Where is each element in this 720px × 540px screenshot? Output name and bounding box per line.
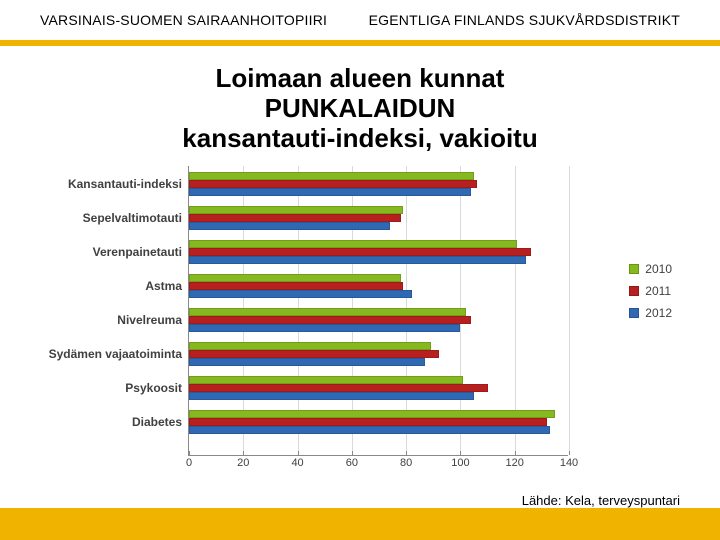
legend-swatch <box>629 308 639 318</box>
header-right-org: EGENTLIGA FINLANDS SJUKVÅRDSDISTRIKT <box>369 12 680 28</box>
x-tick-label: 20 <box>237 457 249 469</box>
bar <box>189 426 550 434</box>
y-category-label: Sepelvaltimotauti <box>83 211 182 225</box>
bar <box>189 418 547 426</box>
bar <box>189 206 403 214</box>
legend-label: 2011 <box>645 284 671 298</box>
bar <box>189 350 439 358</box>
x-tick-label: 140 <box>560 457 578 469</box>
bar <box>189 342 431 350</box>
chart-xticks: 020406080100120140 <box>189 455 568 475</box>
header-left-org: VARSINAIS-SUOMEN SAIRAANHOITOPIIRI <box>40 12 327 28</box>
legend-label: 2012 <box>645 306 672 320</box>
bar <box>189 392 474 400</box>
title-line-3: kansantauti-indeksi, vakioitu <box>0 124 720 154</box>
legend-label: 2010 <box>645 262 672 276</box>
bar <box>189 324 460 332</box>
x-tick-label: 80 <box>400 457 412 469</box>
x-tick-label: 120 <box>506 457 524 469</box>
bar <box>189 410 555 418</box>
gridline <box>569 166 570 455</box>
bar <box>189 256 526 264</box>
legend-swatch <box>629 264 639 274</box>
title-line-2: PUNKALAIDUN <box>0 94 720 124</box>
title-block: Loimaan alueen kunnat PUNKALAIDUN kansan… <box>0 64 720 154</box>
y-category-label: Sydämen vajaatoiminta <box>49 347 182 361</box>
header-bar: VARSINAIS-SUOMEN SAIRAANHOITOPIIRI EGENT… <box>0 0 720 46</box>
bar <box>189 308 466 316</box>
chart-plot: 020406080100120140 201020112012 <box>188 166 568 456</box>
bottom-band <box>0 508 720 540</box>
bar <box>189 384 488 392</box>
legend-item: 2010 <box>629 262 672 276</box>
bar <box>189 188 471 196</box>
bar <box>189 180 477 188</box>
bar <box>189 248 531 256</box>
bar <box>189 376 463 384</box>
slide-page: VARSINAIS-SUOMEN SAIRAANHOITOPIIRI EGENT… <box>0 0 720 540</box>
legend-item: 2011 <box>629 284 672 298</box>
x-tick-label: 0 <box>186 457 192 469</box>
bar <box>189 282 403 290</box>
bar <box>189 214 401 222</box>
y-category-label: Verenpainetauti <box>93 245 182 259</box>
x-tick-label: 100 <box>451 457 469 469</box>
y-category-label: Psykoosit <box>125 381 182 395</box>
chart-legend: 2010 2011 2012 <box>629 262 672 328</box>
title-line-1: Loimaan alueen kunnat <box>0 64 720 94</box>
bar <box>189 290 412 298</box>
y-category-label: Kansantauti-indeksi <box>68 177 182 191</box>
y-category-label: Diabetes <box>132 415 182 429</box>
bar <box>189 240 517 248</box>
bar <box>189 222 390 230</box>
bar <box>189 358 425 366</box>
chart: Kansantauti-indeksi Sepelvaltimotauti Vere… <box>40 166 680 471</box>
legend-item: 2012 <box>629 306 672 320</box>
bar <box>189 274 401 282</box>
legend-swatch <box>629 286 639 296</box>
x-tick-label: 60 <box>346 457 358 469</box>
bar <box>189 172 474 180</box>
chart-ylabels: Kansantauti-indeksi Sepelvaltimotauti Vere… <box>40 166 188 471</box>
y-category-label: Nivelreuma <box>117 313 182 327</box>
bar <box>189 316 471 324</box>
x-tick-label: 40 <box>291 457 303 469</box>
y-category-label: Astma <box>145 279 182 293</box>
footer-source: Lähde: Kela, terveyspuntari <box>0 493 720 508</box>
